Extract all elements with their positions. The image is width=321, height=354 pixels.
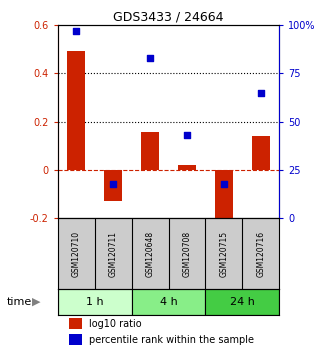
Bar: [141, 132, 159, 170]
Text: 24 h: 24 h: [230, 297, 255, 307]
Title: GDS3433 / 24664: GDS3433 / 24664: [113, 11, 224, 24]
Bar: [69, 334, 82, 346]
Bar: [178, 165, 196, 170]
Point: [74, 28, 79, 33]
Bar: [215, 170, 233, 223]
Text: GSM120716: GSM120716: [256, 230, 265, 277]
Point: [221, 181, 226, 187]
Point: [258, 90, 263, 95]
Text: log10 ratio: log10 ratio: [89, 319, 142, 329]
Text: GSM120710: GSM120710: [72, 230, 81, 277]
Bar: [67, 51, 85, 170]
Bar: [132, 289, 205, 315]
Text: GSM120711: GSM120711: [108, 230, 118, 276]
Text: percentile rank within the sample: percentile rank within the sample: [89, 335, 254, 345]
Text: 1 h: 1 h: [86, 297, 103, 307]
Text: time: time: [6, 297, 32, 307]
Text: 4 h: 4 h: [160, 297, 178, 307]
Point: [110, 181, 116, 187]
Point: [184, 132, 189, 138]
Text: GSM120715: GSM120715: [219, 230, 229, 277]
Text: GSM120708: GSM120708: [182, 230, 192, 277]
Bar: [69, 318, 82, 330]
Text: GSM120648: GSM120648: [145, 230, 155, 277]
Bar: [104, 170, 122, 201]
Bar: [252, 136, 270, 170]
Bar: [205, 289, 279, 315]
Text: ▶: ▶: [32, 297, 40, 307]
Bar: [58, 289, 132, 315]
Point: [147, 55, 153, 61]
